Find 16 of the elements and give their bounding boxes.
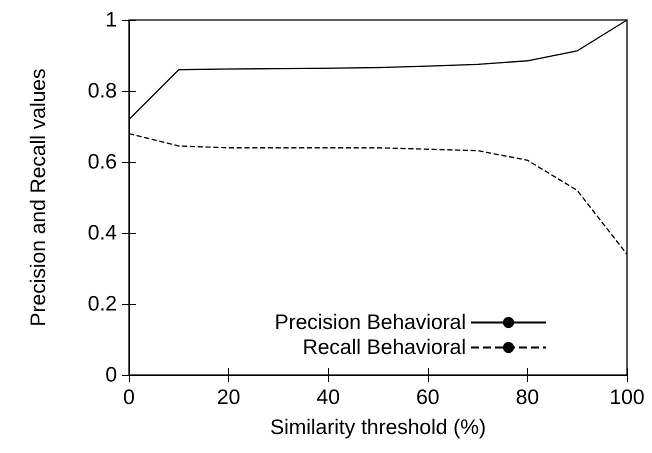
- y-tick-label: 0.2: [88, 292, 117, 316]
- x-tick-label: 40: [316, 386, 340, 409]
- x-tick-label: 20: [216, 386, 240, 409]
- y-tick-label: 0.4: [88, 222, 118, 244]
- y-tick-label: 1: [105, 8, 117, 32]
- x-tick-label: 60: [416, 386, 440, 409]
- legend-label: Precision Behavioral: [274, 311, 466, 334]
- x-tick-label: 0: [123, 386, 135, 409]
- x-tick-label: 100: [609, 386, 645, 409]
- legend-label: Recall Behavioral: [302, 336, 466, 359]
- y-axis-title: Precision and Recall values: [27, 68, 50, 326]
- y-tick-label: 0.6: [88, 150, 117, 174]
- y-tick-label: 0: [105, 364, 117, 386]
- x-tick-label: 80: [516, 386, 540, 409]
- x-axis-title: Similarity threshold (%): [270, 416, 486, 439]
- y-tick-label: 0.8: [88, 80, 117, 102]
